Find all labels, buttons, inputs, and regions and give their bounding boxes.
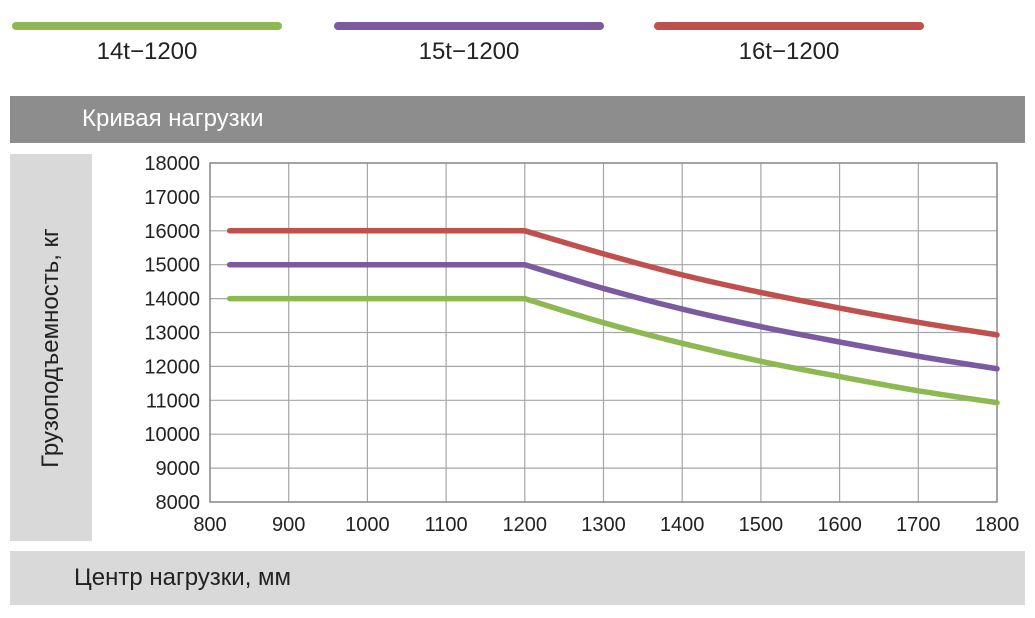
y-tick-label-18000: 18000 [144, 153, 200, 175]
series-layer [226, 228, 1000, 406]
y-tick-label-9000: 9000 [156, 458, 201, 480]
y-tick-label-15000: 15000 [144, 255, 200, 277]
legend-swatch-14t [12, 22, 282, 30]
x-tick-label-800: 800 [193, 514, 226, 536]
legend-item-15t: 15t−1200 [334, 22, 604, 82]
series-line-1 [226, 261, 1000, 372]
chart-grid [209, 162, 998, 503]
x-tick-label-1600: 1600 [817, 514, 862, 536]
legend-label-14t: 14t−1200 [96, 38, 198, 65]
x-tick-label-1400: 1400 [660, 514, 705, 536]
y-axis-label-band: Грузоподъемность, кг [10, 154, 92, 541]
x-axis-label-band: Центр нагрузки, мм [10, 551, 1025, 605]
legend-item-16t: 16t−1200 [654, 22, 924, 82]
legend-item-14t: 14t−1200 [12, 22, 282, 82]
series-line-0 [226, 295, 1000, 406]
x-tick-label-1700: 1700 [896, 514, 941, 536]
y-tick-label-13000: 13000 [144, 323, 200, 345]
y-axis-ticks: 8000 9000 10000 11000 12000 13000 14000 15000 16… [144, 153, 200, 514]
legend-label-15t: 15t−1200 [418, 38, 520, 65]
chart-title: Кривая нагрузки [82, 105, 264, 132]
x-tick-label-1000: 1000 [345, 514, 390, 536]
y-tick-label-10000: 10000 [144, 424, 200, 446]
x-axis-ticks: 800 900 1000 1100 1200 1300 1400 1500 1600 1700 18… [193, 514, 1019, 536]
chart-title-band: Кривая нагрузки [10, 96, 1025, 143]
legend-swatch-16t [654, 22, 924, 30]
x-axis-label: Центр нагрузки, мм [74, 564, 292, 591]
y-tick-label-11000: 11000 [146, 390, 200, 412]
y-tick-label-8000: 8000 [156, 492, 201, 514]
series-line-2 [226, 228, 1000, 338]
x-tick-label-1200: 1200 [503, 514, 548, 536]
y-tick-label-14000: 14000 [144, 289, 200, 311]
chart-legend: 14t−1200 15t−1200 16t−1200 [0, 0, 1035, 90]
y-tick-label-16000: 16000 [144, 221, 200, 243]
y-tick-label-12000: 12000 [144, 356, 200, 378]
x-tick-label-1300: 1300 [581, 514, 626, 536]
x-tick-label-1800: 1800 [975, 514, 1020, 536]
x-tick-label-1500: 1500 [739, 514, 784, 536]
x-tick-label-900: 900 [272, 514, 305, 536]
legend-swatch-15t [334, 22, 604, 30]
legend-label-16t: 16t−1200 [738, 38, 840, 65]
y-tick-label-17000: 17000 [144, 187, 200, 209]
x-tick-label-1100: 1100 [425, 514, 468, 536]
